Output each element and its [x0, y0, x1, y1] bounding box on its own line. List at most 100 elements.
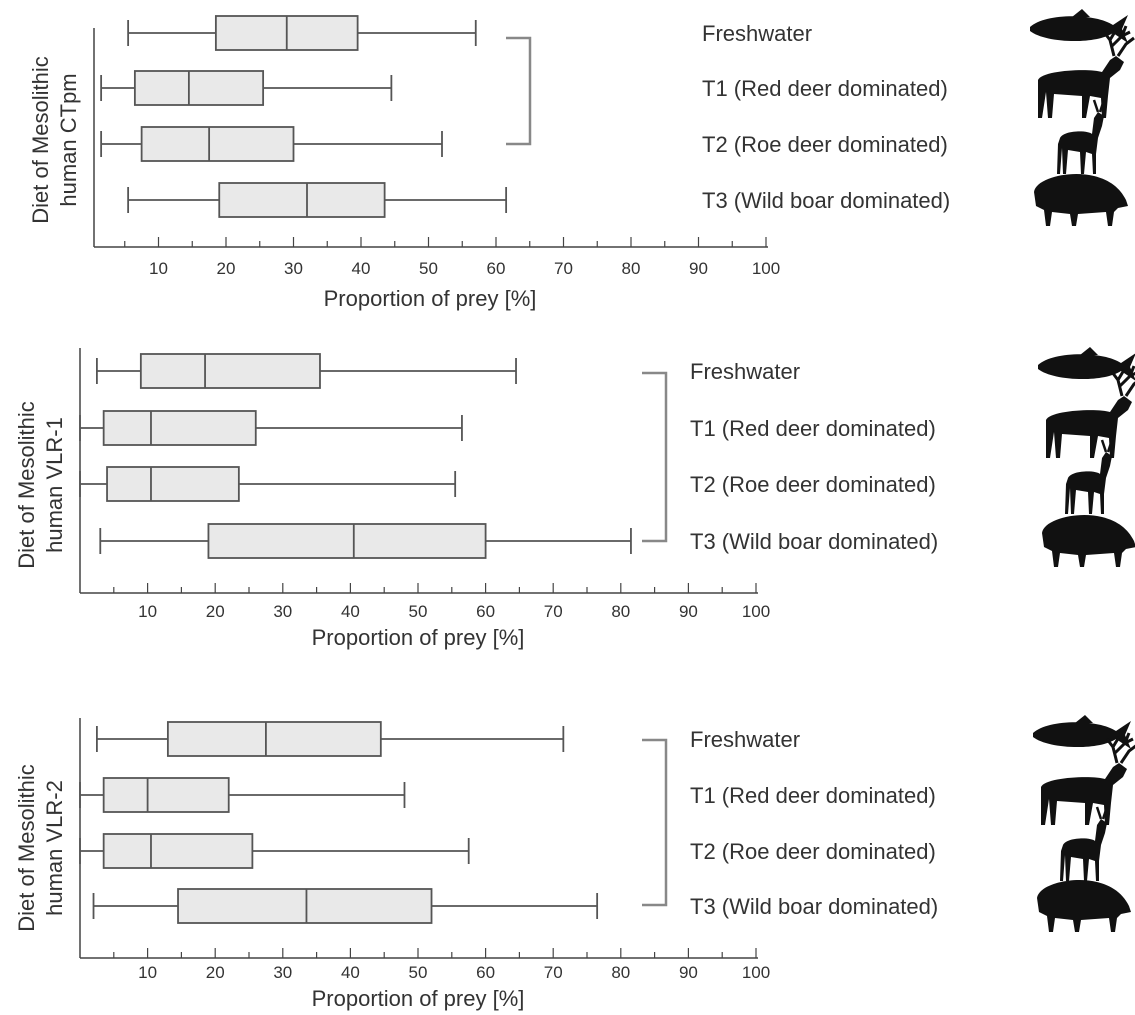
box-wild-boar [92, 888, 599, 924]
deer-antlers [1102, 25, 1135, 57]
x-tick-label: 30 [284, 259, 303, 278]
x-tick-label: 60 [476, 602, 495, 621]
x-tick-label: 30 [273, 602, 292, 621]
box-roe-deer [100, 126, 443, 162]
fish-fin [1075, 715, 1093, 723]
boar-body [1042, 514, 1135, 567]
red-deer-icon [1046, 365, 1135, 458]
x-tick-label: 40 [341, 602, 360, 621]
fish-fin [1072, 9, 1090, 17]
x-tick-label: 100 [752, 259, 780, 278]
x-tick-label: 90 [679, 602, 698, 621]
boar-body [1037, 879, 1131, 932]
roe-antlers [1100, 439, 1114, 453]
iqr-box [140, 126, 295, 162]
fish-icon [1038, 347, 1135, 381]
x-tick-label: 10 [149, 259, 168, 278]
wild-boar-icon [1037, 879, 1131, 932]
roe-antlers [1095, 806, 1109, 820]
deer-antlers [1110, 365, 1135, 397]
x-tick-label: 50 [409, 602, 428, 621]
x-tick-label: 70 [544, 963, 563, 982]
chart-panel-3: 10 20 30 40 50 60 70 80 90 100 Proportion of prey … [14, 715, 1135, 1011]
iqr-box [102, 833, 254, 869]
box-red-deer [79, 777, 406, 813]
chart-panel-2: 10 20 30 40 50 60 70 80 90 100 Proportion of prey … [14, 347, 1135, 650]
category-label: Freshwater [690, 727, 800, 752]
fish-body [1030, 15, 1128, 43]
box-red-deer [79, 410, 463, 446]
group-bracket [506, 36, 532, 146]
chart-panel-1: 10 20 30 40 50 60 70 80 90 100 Proportion of prey … [28, 9, 1135, 311]
wild-boar-icon [1034, 173, 1128, 226]
x-tick-label: 10 [138, 963, 157, 982]
x-tick-label: 90 [679, 963, 698, 982]
x-tick-label: 70 [544, 602, 563, 621]
iqr-box [207, 523, 487, 559]
y-axis-title-line-1: Diet of Mesolithic [28, 56, 53, 224]
y-axis-title-line-2: human VLR-1 [42, 417, 67, 553]
group-bracket [642, 738, 668, 907]
x-tick-label: 10 [138, 602, 157, 621]
boar-body [1034, 173, 1128, 226]
fish-fin [1080, 347, 1098, 355]
iqr-box [139, 353, 321, 389]
roe-deer-icon [1065, 439, 1114, 514]
x-axis-title: Proportion of prey [%] [324, 286, 537, 311]
category-label: Freshwater [690, 359, 800, 384]
x-tick-label: 90 [689, 259, 708, 278]
y-axis-title-line-1: Diet of Mesolithic [14, 401, 39, 569]
roe-body [1057, 112, 1104, 174]
group-bracket [642, 371, 668, 543]
box-roe-deer [79, 466, 457, 502]
iqr-box [102, 410, 257, 446]
box-red-deer [100, 70, 393, 106]
red-deer-icon [1041, 732, 1135, 825]
deer-antlers [1105, 732, 1135, 764]
category-label: T1 (Red deer dominated) [702, 76, 948, 101]
x-tick-label: 50 [419, 259, 438, 278]
x-tick-label: 80 [611, 963, 630, 982]
x-tick-label: 70 [554, 259, 573, 278]
category-label: T2 (Roe deer dominated) [690, 839, 936, 864]
box-fish [96, 721, 565, 757]
x-tick-label: 60 [487, 259, 506, 278]
wild-boar-icon [1042, 514, 1135, 567]
category-label: T3 (Wild boar dominated) [690, 894, 938, 919]
iqr-box [177, 888, 433, 924]
x-tick-label: 20 [206, 602, 225, 621]
box-fish [96, 353, 517, 389]
roe-deer-icon [1057, 99, 1106, 174]
deer-body [1046, 396, 1132, 458]
x-tick-label: 60 [476, 963, 495, 982]
roe-body [1065, 452, 1112, 514]
fish-icon [1033, 715, 1131, 749]
category-label: T1 (Red deer dominated) [690, 783, 936, 808]
box-wild-boar [99, 523, 632, 559]
roe-deer-icon [1060, 806, 1109, 881]
x-tick-label: 20 [206, 963, 225, 982]
x-tick-label: 40 [341, 963, 360, 982]
category-label: T2 (Roe deer dominated) [702, 132, 948, 157]
category-label: T2 (Roe deer dominated) [690, 472, 936, 497]
x-axis-title: Proportion of prey [%] [312, 625, 525, 650]
box-fish [127, 15, 477, 51]
box-wild-boar [127, 182, 508, 218]
x-tick-label: 20 [217, 259, 236, 278]
x-tick-label: 100 [742, 963, 770, 982]
roe-antlers [1092, 99, 1106, 113]
x-tick-label: 30 [273, 963, 292, 982]
iqr-box [166, 721, 382, 757]
x-tick-label: 100 [742, 602, 770, 621]
fish-body [1038, 353, 1135, 381]
x-tick-label: 40 [352, 259, 371, 278]
y-axis-title-line-2: human VLR-2 [42, 780, 67, 916]
iqr-box [133, 70, 265, 106]
category-label: T1 (Red deer dominated) [690, 416, 936, 441]
x-axis-title: Proportion of prey [%] [312, 986, 525, 1011]
category-label: T3 (Wild boar dominated) [690, 529, 938, 554]
category-label: T3 (Wild boar dominated) [702, 188, 950, 213]
x-tick-label: 80 [611, 602, 630, 621]
y-axis-title-line-2: human CTpm [56, 73, 81, 206]
category-label: Freshwater [702, 21, 812, 46]
